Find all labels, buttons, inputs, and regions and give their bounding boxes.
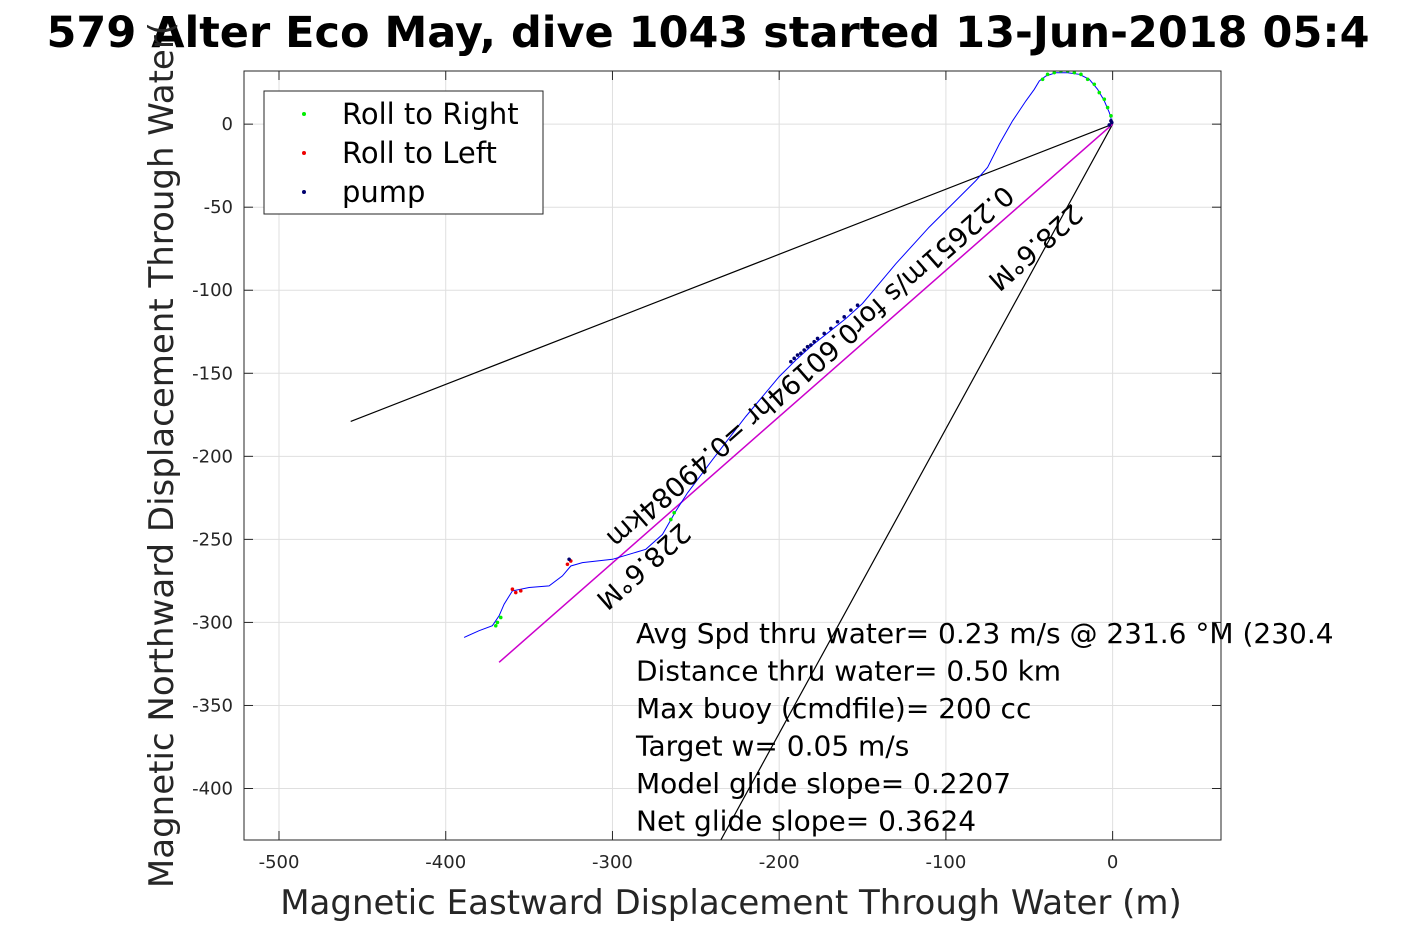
y-tick-label: -100 (192, 280, 233, 301)
roll-right-point (1105, 105, 1110, 110)
roll-left-point (518, 589, 523, 593)
roll-right-point (672, 511, 676, 515)
y-tick-label: -250 (192, 529, 233, 550)
x-tick-label: -500 (259, 852, 300, 873)
legend-label: pump (342, 175, 425, 209)
pump-point (799, 351, 803, 356)
x-tick-label: -300 (592, 852, 633, 873)
roll-right-point (1085, 77, 1090, 82)
legend-box (263, 90, 544, 215)
roll-left-point (565, 562, 570, 567)
pump-point (805, 344, 810, 349)
axis-ticks: -500 -400 -300 -200 -100 0 0 -50 -100 -150 -200 -25… (192, 71, 1221, 873)
stats-line: Target w= 0.05 m/s (635, 730, 909, 763)
y-tick-label: -300 (192, 612, 233, 633)
pump-point (849, 308, 853, 312)
y-tick-label: -200 (192, 446, 233, 467)
y-axis-label: Magnetic Northward Displacement Through … (142, 22, 182, 888)
x-tick-label: -100 (925, 852, 966, 873)
roll-right-point (669, 517, 673, 522)
roll-right-point (1097, 90, 1102, 95)
roll-right-point (1052, 71, 1057, 75)
pump-point (795, 353, 800, 357)
pump-point (567, 557, 571, 562)
pump-point (812, 339, 816, 344)
stats-text: Avg Spd thru water= 0.23 m/s @ 231.6 °M … (635, 617, 1334, 838)
roll-right-point (1109, 114, 1113, 118)
stats-line: Model glide slope= 0.2207 (636, 767, 1011, 800)
roll-right-point (1045, 72, 1050, 77)
y-tick-label: -350 (192, 695, 233, 716)
y-tick-label: 0 (222, 114, 233, 135)
pump-point (855, 303, 860, 307)
stats-line: Max buoy (cmdfile)= 200 cc (636, 692, 1031, 725)
roll-right-point (1079, 72, 1083, 77)
chart-title: 579 Alter Eco May, dive 1043 started 13-… (46, 8, 1369, 58)
roll-right-point (1040, 77, 1045, 82)
pump-point (802, 348, 806, 352)
y-tick-label: -400 (192, 779, 233, 800)
x-tick-label: -200 (759, 852, 800, 873)
pump-point (842, 315, 847, 319)
pump-point (1109, 119, 1113, 123)
x-tick-label: 0 (1107, 852, 1118, 873)
y-tick-label: -50 (204, 197, 233, 218)
roll-right-point (493, 623, 498, 628)
pump-point (1107, 123, 1112, 127)
reference-line (350, 123, 1113, 423)
plot-layer (350, 71, 1114, 840)
pump-point (815, 336, 820, 341)
legend-marker (302, 112, 306, 116)
reference-line (720, 123, 1114, 840)
roll-left-point (510, 587, 515, 592)
x-tick-label: -400 (425, 852, 466, 873)
roll-right-point (498, 615, 503, 620)
pump-point (829, 326, 833, 331)
stats-line: Net glide slope= 0.3624 (636, 805, 976, 838)
roll-right-point (495, 620, 500, 625)
roll-left-point (513, 590, 518, 595)
plot-frame (243, 70, 1222, 841)
pump-point (792, 356, 796, 361)
pump-point (835, 319, 840, 324)
roll-right-point (1102, 97, 1107, 102)
legend-marker (302, 190, 306, 194)
x-axis-label: Magnetic Eastward Displacement Through W… (280, 883, 1182, 923)
roll-right-point (1072, 71, 1077, 75)
pump-point (789, 359, 793, 364)
legend-label: Roll to Left (342, 136, 497, 170)
legend: Roll to Right Roll to Left pump (263, 90, 544, 215)
legend-marker (302, 151, 306, 155)
roll-right-point (1092, 82, 1097, 87)
pump-point (809, 343, 813, 347)
y-tick-label: -150 (192, 363, 233, 384)
pump-point (822, 331, 826, 336)
legend-label: Roll to Right (342, 97, 519, 131)
stats-line: Avg Spd thru water= 0.23 m/s @ 231.6 °M … (636, 617, 1334, 650)
current-line (498, 123, 1114, 663)
stats-line: Distance thru water= 0.50 km (636, 655, 1061, 688)
